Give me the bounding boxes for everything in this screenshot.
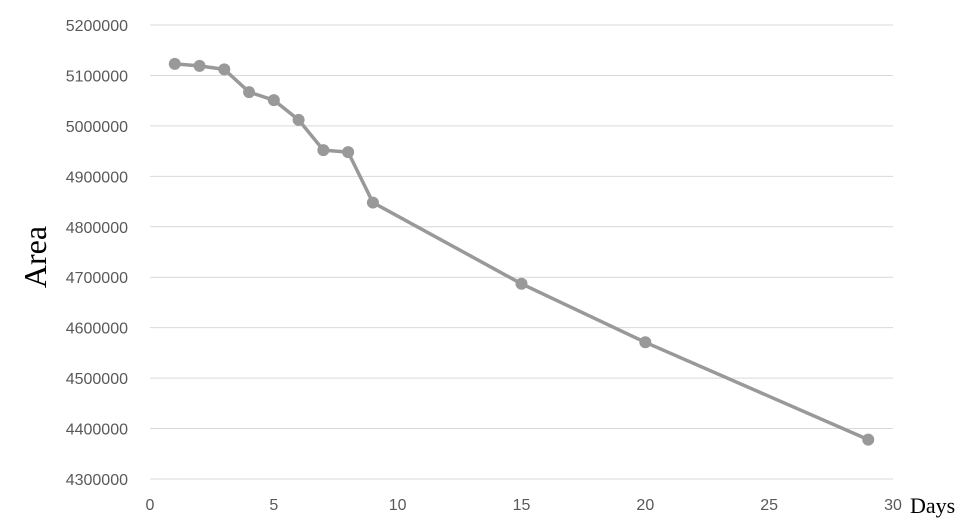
x-axis-title: Days [910,493,955,518]
x-tick-label: 25 [760,497,778,514]
data-point [515,277,528,290]
data-points [168,57,875,446]
x-tick-label: 15 [513,497,531,514]
data-point [267,94,280,107]
y-tick-label: 5200000 [66,18,128,35]
data-point [366,196,379,209]
x-tick-label: 30 [884,497,902,514]
y-tick-label: 5000000 [66,119,128,136]
y-tick-label: 4700000 [66,270,128,287]
x-tick-label: 10 [389,497,407,514]
data-point [243,86,256,99]
x-axis-tick-labels: 0 5 10 15 20 25 30 [146,497,902,514]
y-tick-label: 4900000 [66,169,128,186]
data-point [862,433,875,446]
y-tick-label: 4400000 [66,422,128,439]
series-line [173,62,870,442]
y-tick-label: 4300000 [66,472,128,489]
gridlines [150,24,893,480]
data-point [317,144,330,157]
x-tick-label: 20 [636,497,654,514]
x-tick-label: 5 [269,497,278,514]
y-axis-tick-labels: 4300000 4400000 4500000 4600000 4700000 48000… [66,18,128,489]
y-tick-label: 4500000 [66,371,128,388]
y-tick-label: 5100000 [66,68,128,85]
data-point [193,59,206,72]
data-point [292,113,305,126]
data-point [342,146,355,159]
x-tick-label: 0 [146,497,155,514]
y-tick-label: 4600000 [66,321,128,338]
y-tick-label: 4800000 [66,220,128,237]
data-point [168,57,181,70]
data-point [639,336,652,349]
y-axis-title: Area [17,226,53,288]
data-point [218,63,231,76]
